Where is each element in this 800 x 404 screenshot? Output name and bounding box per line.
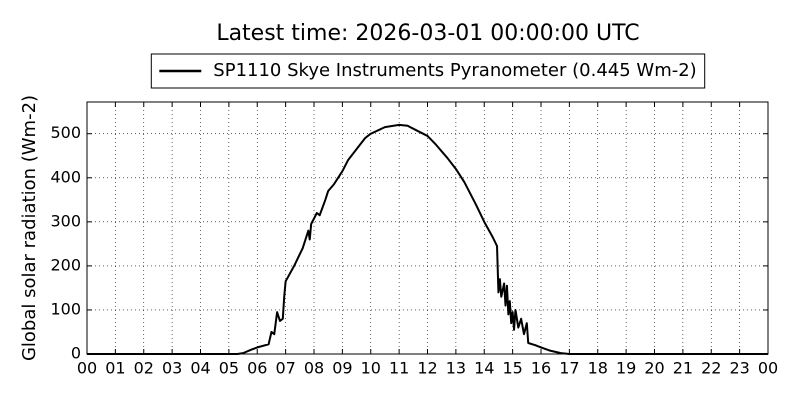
x-tick-label: 02 [134,359,154,378]
x-tick-label: 04 [190,359,210,378]
x-tick-label: 00 [758,359,778,378]
x-tick-label: 05 [219,359,239,378]
x-tick-label: 03 [162,359,182,378]
x-tick-label: 16 [531,359,551,378]
x-tick-label: 14 [474,359,494,378]
y-tick-label: 100 [50,299,81,318]
x-tick-label: 23 [729,359,749,378]
y-axis-label: Global solar radiation (Wm-2) [19,95,40,361]
x-tick-label: 09 [332,359,352,378]
x-tick-label: 13 [446,359,466,378]
legend-label: SP1110 Skye Instruments Pyranometer (0.4… [213,60,696,81]
x-tick-label: 15 [502,359,522,378]
y-tick-label: 400 [50,167,81,186]
x-tick-label: 22 [701,359,721,378]
y-tick-label: 200 [50,255,81,274]
x-tick-label: 17 [559,359,579,378]
x-tick-label: 19 [616,359,636,378]
x-tick-label: 21 [673,359,693,378]
x-tick-label: 12 [417,359,437,378]
x-tick-label: 01 [105,359,125,378]
y-tick-label: 0 [71,344,81,363]
x-tick-label: 07 [275,359,295,378]
legend-box [150,53,706,89]
x-tick-label: 06 [247,359,267,378]
chart-title: Latest time: 2026-03-01 00:00:00 UTC [216,21,639,46]
y-tick-label: 500 [50,123,81,142]
x-tick-label: 08 [304,359,324,378]
x-tick-label: 18 [588,359,608,378]
data-line [87,123,768,355]
x-tick-label: 20 [644,359,664,378]
plot-frame [86,101,769,355]
y-tick-label: 300 [50,211,81,230]
x-tick-label: 11 [389,359,409,378]
x-tick-label: 10 [361,359,381,378]
x-tick-label: 00 [77,359,97,378]
